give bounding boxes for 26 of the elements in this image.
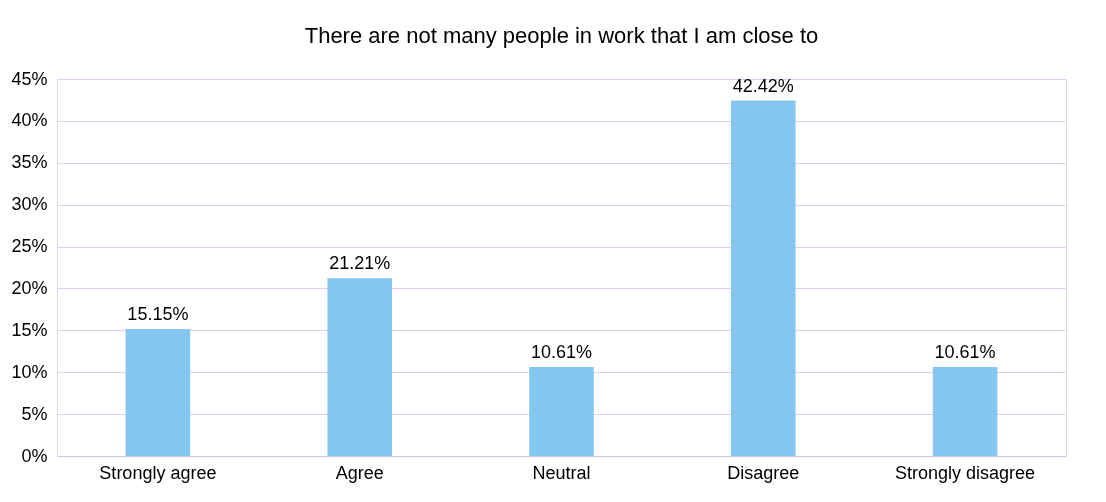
x-tick-label: Disagree bbox=[727, 462, 800, 483]
data-label: 15.15% bbox=[127, 304, 189, 325]
y-tick-label: 20% bbox=[11, 277, 48, 298]
data-label: 21.21% bbox=[329, 253, 391, 274]
y-tick-label: 35% bbox=[11, 152, 48, 173]
y-tick-label: 30% bbox=[11, 194, 48, 215]
y-tick-label: 40% bbox=[11, 110, 48, 131]
x-tick-label: Neutral bbox=[532, 462, 591, 483]
bar bbox=[125, 329, 191, 456]
bar bbox=[529, 367, 594, 456]
y-tick-label: 15% bbox=[11, 319, 48, 340]
bar bbox=[327, 278, 392, 456]
y-tick-label: 10% bbox=[11, 361, 48, 382]
bar bbox=[932, 367, 998, 456]
data-label: 42.42% bbox=[732, 75, 794, 96]
y-tick-label: 5% bbox=[21, 403, 48, 424]
data-label: 10.61% bbox=[530, 342, 593, 363]
x-tick-label: Strongly agree bbox=[99, 462, 217, 483]
bar bbox=[731, 100, 796, 456]
data-label: 10.61% bbox=[934, 342, 996, 363]
chart-title: There are not many people in work that I am close to bbox=[304, 23, 819, 48]
y-tick-label: 25% bbox=[11, 236, 48, 257]
y-tick-label: 0% bbox=[21, 445, 48, 466]
y-tick-label: 45% bbox=[11, 68, 48, 89]
x-tick-label: Agree bbox=[335, 462, 384, 483]
x-tick-label: Strongly disagree bbox=[895, 462, 1036, 483]
